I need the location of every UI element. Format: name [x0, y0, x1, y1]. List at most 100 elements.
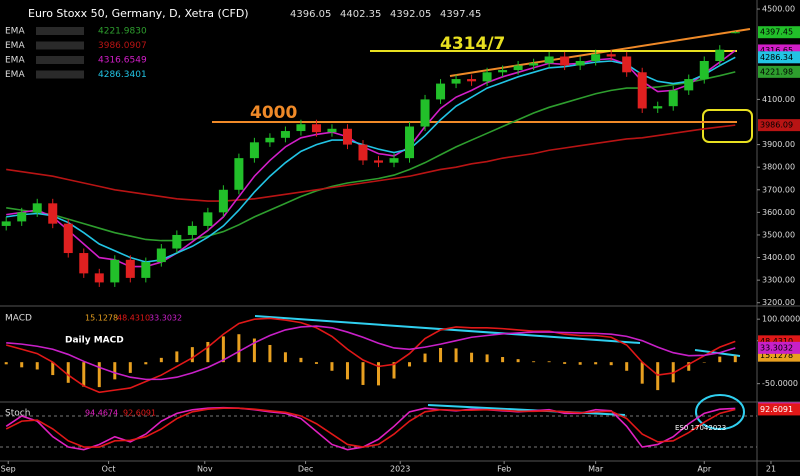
highlight-circle [695, 394, 745, 430]
histogram-bar [35, 362, 39, 370]
histogram-bar [268, 344, 272, 363]
histogram-bar [594, 362, 598, 365]
histogram-bar [609, 362, 613, 366]
candle-body [560, 56, 570, 66]
histogram-bar [252, 338, 256, 363]
x-tick-label: 2023 [390, 465, 410, 474]
histogram-bar [345, 362, 349, 380]
histogram-bar [377, 362, 380, 386]
candle-body [187, 225, 197, 235]
x-tick-label: Oct [102, 465, 116, 474]
price-tag: 48.4310 [760, 337, 793, 346]
candle-body [234, 158, 244, 190]
candle-body [172, 234, 182, 249]
price-tag: 92.6091 [760, 405, 793, 414]
histogram-bar [718, 356, 722, 363]
y-tick-label: 3800.00 [762, 163, 795, 172]
y-tick-label: 4100.00 [762, 95, 795, 104]
histogram-bar [128, 362, 132, 373]
candle-body [218, 189, 228, 213]
y-tick-label: 4500.00 [762, 5, 795, 14]
level-label: 4000 [250, 103, 297, 123]
histogram-bar [439, 347, 443, 363]
candle-body [451, 79, 461, 84]
histogram-bar [4, 362, 8, 365]
histogram-bar [656, 362, 660, 391]
x-tick-label: Dec [298, 465, 313, 474]
legend-name: EMA [5, 70, 25, 80]
histogram-bar [113, 362, 117, 380]
price-tag: 4316.65 [760, 46, 793, 55]
candle-body [110, 259, 120, 283]
indicator-line [5, 317, 736, 394]
candle-body [156, 248, 166, 263]
histogram-bar [563, 362, 567, 364]
histogram-bar [299, 357, 303, 363]
candle-body [715, 49, 725, 61]
indicator-line [6, 325, 736, 381]
legend-value: 4221.9830 [98, 27, 147, 37]
histogram-bar [485, 354, 489, 363]
histogram-bar [97, 362, 101, 388]
x-tick-label: Sep [1, 465, 16, 474]
price-tag: 33.3032 [760, 343, 793, 352]
panel-title: Stoch [5, 409, 30, 419]
price-tag: 3986.09 [760, 121, 793, 130]
y-tick-label: 3200.00 [762, 298, 795, 307]
indicator-line [5, 407, 736, 448]
price-tag-bg [758, 341, 800, 354]
histogram-bar [454, 348, 458, 363]
ema-line [6, 56, 736, 263]
candle-body [1, 221, 11, 226]
trend-line [449, 28, 751, 77]
y-tick-label: 3300.00 [762, 276, 795, 285]
legend-value: 3986.0907 [98, 41, 147, 51]
y-tick-label: 3700.00 [762, 185, 795, 194]
candle-body [420, 99, 430, 127]
x-tick-label: Apr [697, 465, 712, 474]
candle-body [513, 65, 523, 71]
candle-body [606, 54, 616, 57]
ohlc-readout: 4402.35 [340, 9, 381, 20]
price-tag-bg [758, 119, 800, 132]
histogram-bar [470, 352, 474, 363]
histogram-bar [392, 362, 396, 379]
histogram-bar [283, 352, 287, 363]
candle-body [668, 90, 678, 107]
y-tick-label: -50.0000 [762, 379, 798, 388]
histogram-bar [532, 361, 536, 363]
legend-value: 4316.6549 [98, 56, 147, 66]
legend-icons [36, 27, 84, 35]
candle-body [544, 56, 554, 64]
price-tag: 4397.45 [760, 28, 793, 37]
y-tick-label: 3500.00 [762, 230, 795, 239]
price-tag-bg [758, 26, 800, 39]
legend-value: 92.6091 [123, 409, 156, 418]
histogram-bar [640, 362, 644, 384]
candle-body [358, 144, 368, 161]
ohlc-readout: 4397.45 [440, 9, 481, 20]
y-tick-label: 3900.00 [762, 140, 795, 149]
y-tick-label: 100.0000 [762, 315, 800, 324]
ema-line [6, 71, 736, 242]
histogram-bar [547, 361, 551, 363]
price-tag-bg [758, 403, 800, 416]
x-tick-label: Nov [197, 465, 213, 474]
legend-icons [36, 56, 84, 64]
histogram-bar [578, 362, 582, 365]
candle-body [389, 158, 399, 163]
candle-body [684, 79, 694, 91]
price-tag-bg [758, 65, 800, 78]
histogram-bar [20, 362, 24, 368]
candle-body [203, 212, 213, 226]
price-tag-bg [758, 51, 800, 64]
y-tick-label: 3600.00 [762, 208, 795, 217]
candle-body [79, 253, 89, 274]
histogram-bar [237, 334, 241, 363]
candle-body [374, 160, 383, 163]
legend-icons [36, 41, 84, 50]
histogram-bar [175, 351, 179, 363]
candle-body [280, 131, 290, 138]
